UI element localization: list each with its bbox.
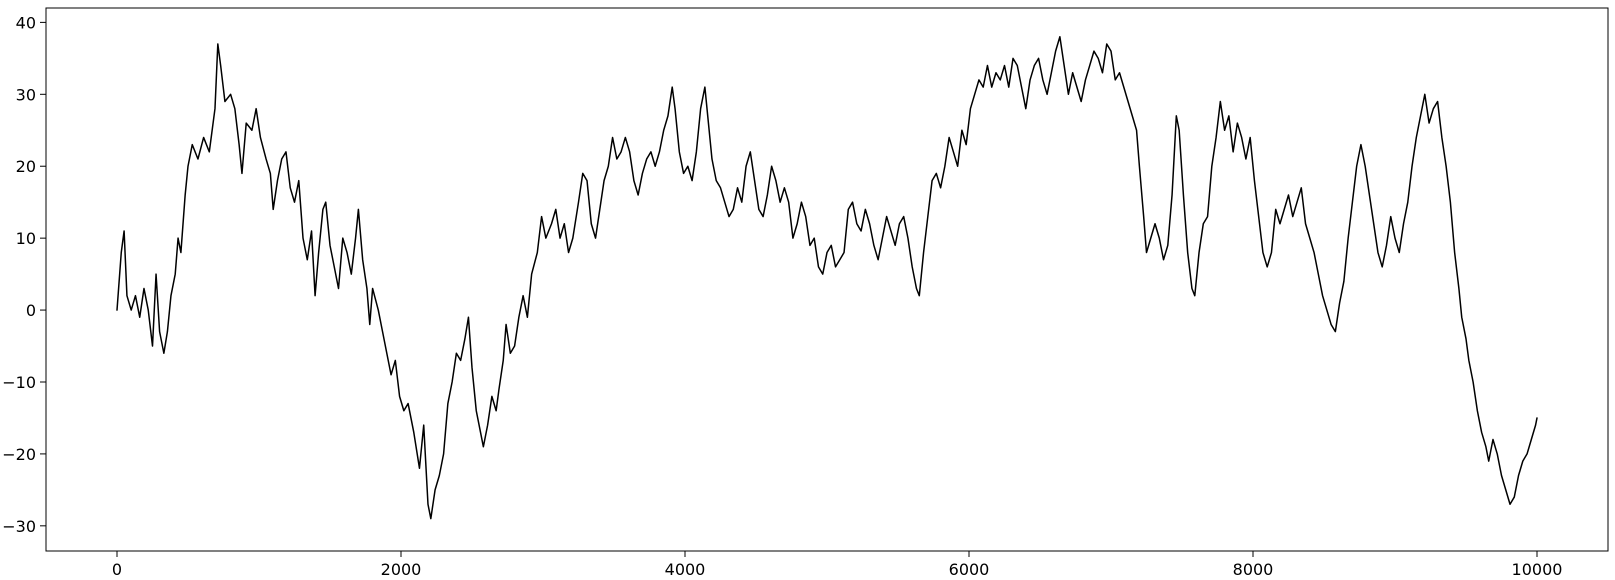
x-tick-label: 4000 <box>665 560 706 579</box>
x-tick-label: 0 <box>112 560 122 579</box>
y-tick-label: −10 <box>2 373 36 392</box>
plot-area <box>45 7 1609 552</box>
y-tick-label: 0 <box>26 301 36 320</box>
x-tick-label: 2000 <box>381 560 422 579</box>
y-tick-label: 40 <box>16 13 36 32</box>
y-tick-label: 30 <box>16 85 36 104</box>
plot-background <box>46 8 1608 551</box>
y-axis: −30 −20 −10 0 10 20 30 40 <box>2 13 46 536</box>
y-tick-label: −20 <box>2 445 36 464</box>
x-axis: 0 2000 4000 6000 8000 10000 <box>112 551 1563 579</box>
series-line <box>116 36 1538 520</box>
plot-frame <box>45 7 1609 552</box>
y-tick-label: −30 <box>2 517 36 536</box>
y-tick-label: 10 <box>16 229 36 248</box>
x-tick-label: 8000 <box>1233 560 1274 579</box>
x-tick-label: 10000 <box>1512 560 1563 579</box>
y-tick-label: 20 <box>16 157 36 176</box>
x-tick-label: 6000 <box>949 560 990 579</box>
